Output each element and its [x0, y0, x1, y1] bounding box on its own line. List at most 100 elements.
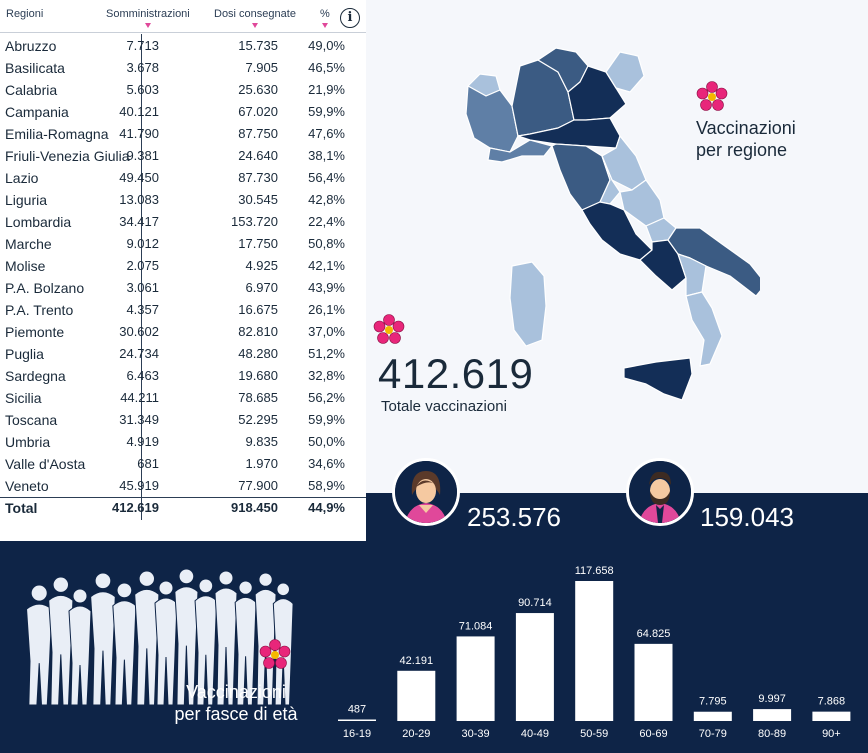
percent-value: 58,9%: [308, 478, 345, 493]
percent-value: 59,9%: [308, 104, 345, 119]
table-row[interactable]: Sardegna 6.463 19.680 32,8%: [0, 365, 366, 387]
bar-value-label: 90.714: [518, 597, 552, 609]
delivered-value: 24.640: [238, 148, 278, 163]
table-row[interactable]: Veneto 45.919 77.900 58,9%: [0, 475, 366, 497]
administered-value: 34.417: [119, 214, 159, 229]
region-name: Lombardia: [5, 214, 72, 230]
region-name: Campania: [5, 104, 69, 120]
bar-80-89[interactable]: [753, 709, 792, 721]
total-vaccinations-value: 412.619: [378, 350, 534, 397]
region-name: Marche: [5, 236, 52, 252]
percent-value: 43,9%: [308, 280, 345, 295]
map-title: Vaccinazioni per regione: [696, 117, 796, 161]
table-row[interactable]: Campania 40.121 67.020 59,9%: [0, 101, 366, 123]
region-name: Friuli-Venezia Giulia: [5, 148, 130, 164]
region-calabria[interactable]: [685, 291, 723, 367]
table-row[interactable]: P.A. Bolzano 3.061 6.970 43,9%: [0, 277, 366, 299]
total-delivered: 918.450: [231, 500, 278, 515]
female-vaccinations-value: 253.576: [467, 502, 561, 532]
region-friuli[interactable]: [605, 51, 645, 93]
table-row[interactable]: Liguria 13.083 30.545 42,8%: [0, 189, 366, 211]
bar-60-69[interactable]: [634, 643, 673, 721]
male-vaccinations-value: 159.043: [700, 502, 794, 532]
table-row[interactable]: Basilicata 3.678 7.905 46,5%: [0, 57, 366, 79]
bar-value-label: 9.997: [758, 693, 786, 705]
male-avatar-icon: [626, 458, 694, 526]
sort-arrow-icon[interactable]: [321, 23, 328, 28]
bar-30-39[interactable]: [456, 636, 495, 721]
header-divider: [0, 32, 366, 33]
column-divider: [141, 34, 142, 520]
age-title-line2: per fasce di età: [174, 704, 298, 724]
flower-icon: [373, 314, 405, 344]
table-row[interactable]: Molise 2.075 4.925 42,1%: [0, 255, 366, 277]
delivered-value: 87.750: [238, 126, 278, 141]
info-icon[interactable]: i: [340, 8, 360, 28]
percent-value: 21,9%: [308, 82, 345, 97]
flower-icon: [696, 81, 728, 111]
administered-value: 681: [137, 456, 159, 471]
table-row[interactable]: Abruzzo 7.713 15.735 49,0%: [0, 35, 366, 57]
percent-value: 50,8%: [308, 236, 345, 251]
header-delivered[interactable]: Dosi consegnate: [214, 8, 296, 28]
region-emilia-romagna[interactable]: [517, 117, 621, 149]
region-sicilia[interactable]: [623, 357, 693, 401]
bar-70-79[interactable]: [693, 711, 732, 721]
table-row[interactable]: Umbria 4.919 9.835 50,0%: [0, 431, 366, 453]
table-row[interactable]: Friuli-Venezia Giulia 9.381 24.640 38,1%: [0, 145, 366, 167]
region-liguria[interactable]: [487, 139, 553, 163]
bar-20-29[interactable]: [397, 670, 436, 721]
age-category-label: 60-69: [639, 728, 667, 740]
administered-value: 24.734: [119, 346, 159, 361]
sort-arrow-icon[interactable]: [251, 23, 258, 28]
delivered-value: 4.925: [245, 258, 278, 273]
region-name: Lazio: [5, 170, 39, 186]
region-name: Veneto: [5, 478, 49, 494]
region-name: Sardegna: [5, 368, 66, 384]
table-row[interactable]: Emilia-Romagna 41.790 87.750 47,6%: [0, 123, 366, 145]
total-vaccinations-label: Totale vaccinazioni: [381, 398, 507, 415]
header-percent[interactable]: %: [320, 8, 330, 28]
table-row[interactable]: Calabria 5.603 25.630 21,9%: [0, 79, 366, 101]
bar-50-59[interactable]: [575, 581, 614, 721]
bar-90+[interactable]: [812, 711, 851, 721]
delivered-value: 30.545: [238, 192, 278, 207]
header-region[interactable]: Regioni: [6, 8, 44, 20]
administered-value: 7.713: [126, 38, 159, 53]
bar-40-49[interactable]: [515, 613, 554, 721]
region-sardegna[interactable]: [509, 261, 547, 347]
italy-map: [465, 47, 760, 401]
percent-value: 26,1%: [308, 302, 345, 317]
percent-value: 42,1%: [308, 258, 345, 273]
table-row[interactable]: P.A. Trento 4.357 16.675 26,1%: [0, 299, 366, 321]
bar-value-label: 42.191: [399, 655, 433, 667]
female-avatar-icon: [392, 458, 460, 526]
table-row[interactable]: Marche 9.012 17.750 50,8%: [0, 233, 366, 255]
table-row[interactable]: Lombardia 34.417 153.720 22,4%: [0, 211, 366, 233]
delivered-value: 82.810: [238, 324, 278, 339]
bar-16-19[interactable]: [338, 719, 376, 722]
administered-value: 3.061: [126, 280, 159, 295]
delivered-value: 6.970: [245, 280, 278, 295]
age-category-label: 30-39: [462, 728, 490, 740]
table-row[interactable]: Lazio 49.450 87.730 56,4%: [0, 167, 366, 189]
region-piemonte[interactable]: [465, 85, 519, 153]
region-puglia[interactable]: [667, 227, 760, 297]
header-administered[interactable]: Somministrazioni: [106, 8, 190, 28]
sort-arrow-icon[interactable]: [144, 23, 151, 28]
administered-value: 4.919: [126, 434, 159, 449]
percent-value: 49,0%: [308, 38, 345, 53]
table-row[interactable]: Piemonte 30.602 82.810 37,0%: [0, 321, 366, 343]
delivered-value: 52.295: [238, 412, 278, 427]
administered-value: 40.121: [119, 104, 159, 119]
delivered-value: 153.720: [231, 214, 278, 229]
region-name: Emilia-Romagna: [5, 126, 109, 142]
delivered-value: 19.680: [238, 368, 278, 383]
table-row[interactable]: Sicilia 44.211 78.685 56,2%: [0, 387, 366, 409]
table-row[interactable]: Valle d'Aosta 681 1.970 34,6%: [0, 453, 366, 475]
table-row[interactable]: Puglia 24.734 48.280 51,2%: [0, 343, 366, 365]
administered-value: 4.357: [126, 302, 159, 317]
crowd-illustration: [26, 568, 294, 705]
administered-value: 2.075: [126, 258, 159, 273]
table-row[interactable]: Toscana 31.349 52.295 59,9%: [0, 409, 366, 431]
